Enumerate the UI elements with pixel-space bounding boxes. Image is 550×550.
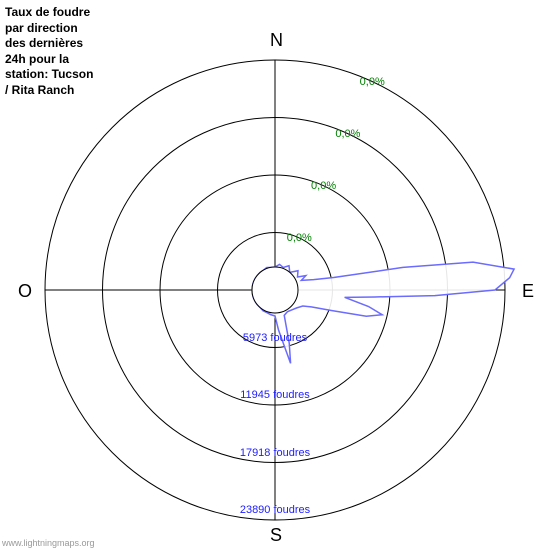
compass-e: E bbox=[522, 281, 534, 302]
ring-count-label: 23890 foudres bbox=[240, 504, 310, 516]
compass-n: N bbox=[270, 30, 283, 51]
compass-w: O bbox=[18, 281, 32, 302]
ring-pct-label: 0,0% bbox=[311, 180, 336, 192]
ring-count-label: 5973 foudres bbox=[243, 332, 307, 344]
ring-count-label: 17918 foudres bbox=[240, 447, 310, 459]
ring-pct-label: 0,0% bbox=[360, 76, 385, 88]
chart-title: Taux de foudre par direction des dernièr… bbox=[5, 5, 95, 99]
compass-s: S bbox=[270, 525, 282, 546]
footer-link: www.lightningmaps.org bbox=[2, 538, 95, 548]
ring-count-label: 11945 foudres bbox=[240, 389, 310, 401]
ring-pct-label: 0,0% bbox=[287, 232, 312, 244]
ring-pct-label: 0,0% bbox=[335, 128, 360, 140]
